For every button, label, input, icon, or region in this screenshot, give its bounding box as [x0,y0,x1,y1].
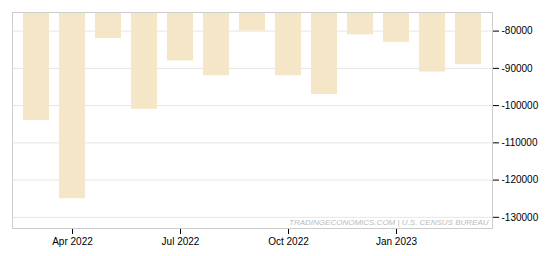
svg-text:Jan 2023: Jan 2023 [376,236,418,247]
svg-text:Apr 2022: Apr 2022 [52,236,93,247]
svg-text:-120000: -120000 [502,174,539,185]
svg-text:Jul 2022: Jul 2022 [162,236,200,247]
svg-text:-110000: -110000 [502,137,538,148]
svg-text:-80000: -80000 [502,25,534,36]
svg-text:Oct 2022: Oct 2022 [268,236,309,247]
svg-text:-130000: -130000 [502,212,539,223]
svg-text:TRADINGECONOMICS.COM | U.S. CE: TRADINGECONOMICS.COM | U.S. CENSUS BUREA… [289,218,489,227]
svg-text:-100000: -100000 [502,100,539,111]
svg-text:-90000: -90000 [502,63,534,74]
